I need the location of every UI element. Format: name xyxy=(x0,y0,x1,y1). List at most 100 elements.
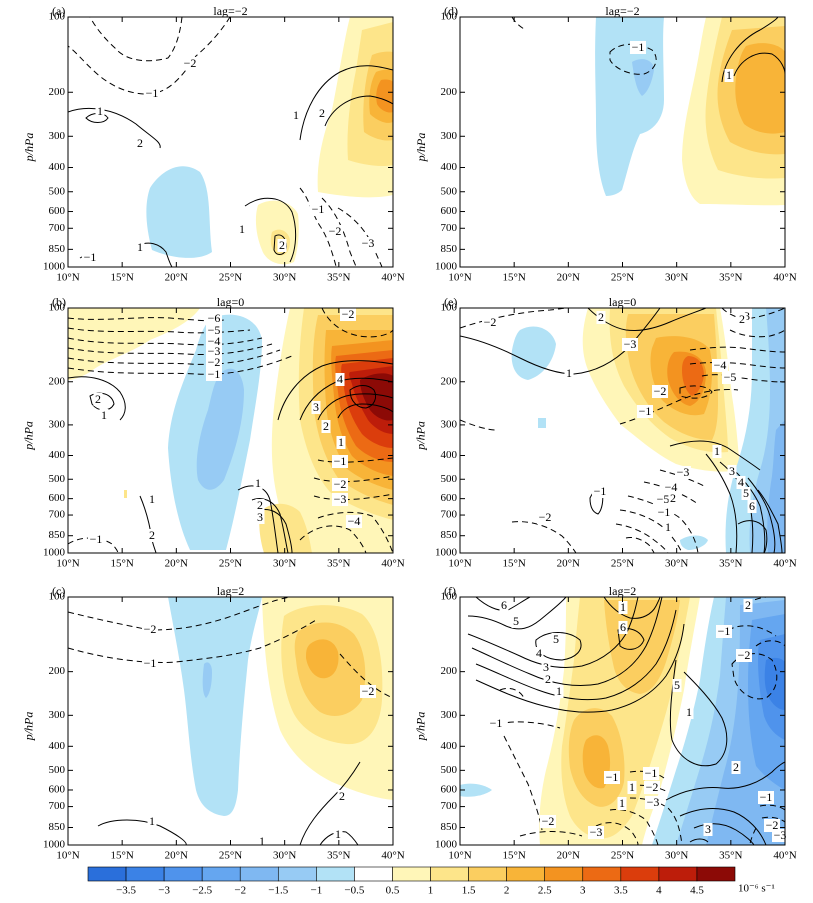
contour-label-bg xyxy=(277,239,287,252)
colorbar-swatch xyxy=(239,866,279,882)
contour xyxy=(761,816,785,823)
contour-label: −5 xyxy=(724,370,737,384)
contour xyxy=(619,389,739,425)
contour-label: 2 xyxy=(670,491,676,505)
y-tick-label: 200 xyxy=(49,665,66,677)
shade-3.5 xyxy=(682,356,704,396)
colorbar-tick-label: −0.5 xyxy=(344,885,364,897)
y-tick-label: 600 xyxy=(49,784,66,796)
contour-label: 1 xyxy=(137,240,143,254)
x-tick-label: 10°N xyxy=(56,850,79,862)
contour xyxy=(68,376,126,421)
contour-label: 1 xyxy=(101,408,107,422)
contour-label-bg xyxy=(206,335,222,348)
x-tick-label: 20°N xyxy=(557,558,580,570)
colorbar-tick-label: 4 xyxy=(656,885,662,897)
contour xyxy=(85,113,109,123)
panel-title: lag=−2 xyxy=(605,4,639,18)
shade-2.5 xyxy=(306,639,339,679)
colorbar-swatch xyxy=(468,866,507,882)
x-tick-label: 10°N xyxy=(56,272,79,284)
x-tick-label: 20°N xyxy=(557,850,580,862)
contour xyxy=(68,597,291,631)
panel-letter: (f) xyxy=(444,584,456,598)
contour-label-bg xyxy=(627,781,637,794)
contour-label-bg xyxy=(335,373,345,386)
contour-label: −5 xyxy=(208,323,221,337)
contour-label: 1 xyxy=(338,435,344,449)
colorbar-tick-label: 2.5 xyxy=(538,885,552,897)
contour-label-bg xyxy=(588,826,604,839)
contour-label-bg xyxy=(321,420,331,433)
contour-label: −1 xyxy=(632,40,645,54)
colorbar-tick-label: −2.5 xyxy=(192,885,212,897)
y-tick-label: 200 xyxy=(441,375,458,387)
x-tick-label: 35°N xyxy=(719,850,742,862)
colorbar-swatch xyxy=(430,866,469,882)
y-tick-label: 300 xyxy=(441,130,458,142)
contour-label: −1 xyxy=(90,532,103,546)
contour xyxy=(733,52,785,77)
shade-5 xyxy=(360,373,393,421)
x-tick-label: 10°N xyxy=(448,850,471,862)
x-tick-label: 25°N xyxy=(611,558,634,570)
panel-title: lag=−2 xyxy=(213,4,247,18)
shade-neg05 xyxy=(146,166,212,258)
contour-label-bg xyxy=(327,225,343,238)
contour xyxy=(68,619,317,663)
y-tick-label: 200 xyxy=(441,665,458,677)
contour xyxy=(729,329,785,338)
contour-label-bg xyxy=(655,493,671,506)
x-tick-label: 35°N xyxy=(327,850,350,862)
x-tick-label: 20°N xyxy=(165,558,188,570)
y-tick-label: 500 xyxy=(441,185,458,197)
x-tick-label: 40°N xyxy=(773,272,796,284)
panel-axes-4: (e) lag=0 100 200 300 400 500 600 700 850 1000 p/hP… xyxy=(414,295,797,570)
contour-label-bg xyxy=(360,685,376,698)
panel-letter: (e) xyxy=(444,295,457,309)
y-tick-label: 700 xyxy=(49,800,66,812)
contour-label-bg xyxy=(554,685,564,698)
contour-label-bg xyxy=(630,41,646,54)
contour xyxy=(727,625,777,637)
contour-label: 1 xyxy=(619,796,625,810)
contour-label-bg xyxy=(332,455,348,468)
contour-label: −2 xyxy=(144,622,157,636)
shade-neg05-bottom xyxy=(680,535,708,550)
contour-label-bg xyxy=(333,828,343,841)
contour-label: 3 xyxy=(313,400,319,414)
contour-label-bg xyxy=(291,109,301,122)
y-tick-label: 100 xyxy=(441,11,458,23)
contour-label-bg xyxy=(147,493,157,506)
contour-label: 6 xyxy=(501,598,507,612)
y-tick-label: 300 xyxy=(49,709,66,721)
panel-a-shading xyxy=(146,17,393,265)
contour xyxy=(259,509,293,553)
shade-neg3 xyxy=(764,657,785,710)
contour-label: −2 xyxy=(654,384,667,398)
contour-label-bg xyxy=(337,790,347,803)
colorbar: −3.5 −3 −2.5 −2 −1.5 −1 −0.5 0.5 1 1.5 2 2.5 3 3.5 4 4.… xyxy=(87,866,775,897)
contour-label-bg xyxy=(622,338,638,351)
contour xyxy=(615,523,669,553)
colorbar-swatch xyxy=(506,866,546,882)
panel-axes-2: (c) lag=2 100 200 300 400 500 600 700 850 1000 p/hP… xyxy=(22,584,405,862)
contour-label: −1 xyxy=(606,770,619,784)
y-tick-label: 850 xyxy=(441,821,458,833)
y-tick-label: 700 xyxy=(441,800,458,812)
y-tick-label: 400 xyxy=(49,161,66,173)
contour-label: 2 xyxy=(339,789,345,803)
panel-letter: (d) xyxy=(444,4,458,18)
contour-label-bg xyxy=(482,316,498,329)
contour xyxy=(679,808,767,845)
x-tick-label: 25°N xyxy=(219,850,242,862)
y-tick-label: 850 xyxy=(49,243,66,255)
contour-label: 1 xyxy=(149,492,155,506)
contour-label-bg xyxy=(488,717,504,730)
y-tick-label: 600 xyxy=(441,492,458,504)
y-tick-label: 100 xyxy=(49,302,66,314)
contour-label-bg xyxy=(617,797,627,810)
contour-label: −2 xyxy=(184,56,197,70)
contour-label-bg xyxy=(736,649,752,662)
